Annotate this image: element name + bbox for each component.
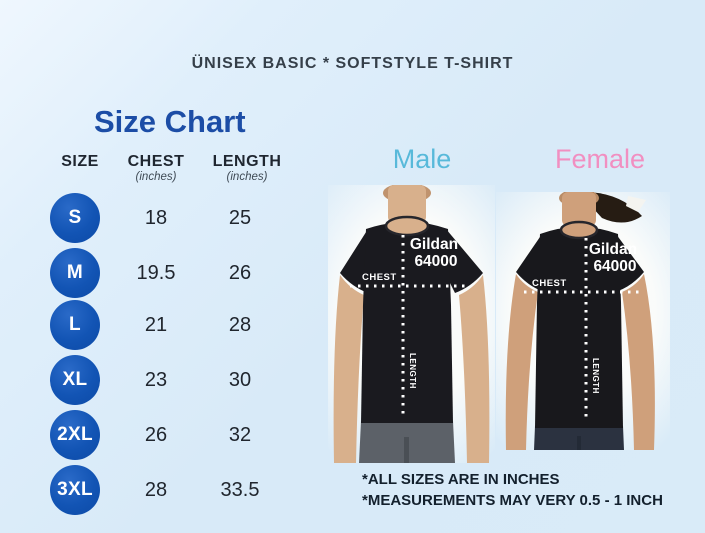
table-row-xl: XL 23 30	[0, 355, 300, 405]
female-left-arm	[505, 274, 538, 450]
chest-value: 19.5	[136, 262, 176, 284]
male-collar-rim	[384, 215, 430, 237]
size-badge: L	[50, 300, 100, 350]
female-model-figure: CHEST Gildan 64000 LENGTH	[505, 192, 655, 450]
size-badge: 2XL	[50, 410, 100, 460]
table-row-l: L 21 28	[0, 300, 300, 350]
column-header-chest-unit: (inches)	[135, 171, 177, 183]
size-badge: XL	[50, 355, 100, 405]
chest-value: 21	[144, 314, 168, 336]
female-collar-opening	[562, 222, 596, 238]
male-model-photo: CHEST Gildan 64000 LENGTH	[328, 185, 495, 463]
male-neck	[388, 185, 426, 223]
size-badge-label: M	[66, 262, 84, 283]
footnotes: *ALL SIZES ARE IN INCHES *MEASUREMENTS M…	[362, 469, 663, 511]
page-title: ÜNISEX BASIC * SOFTSTYLE T-SHIRT	[191, 55, 514, 72]
female-length-label: LENGTH	[591, 358, 600, 394]
table-row-s: S 18 25	[0, 193, 300, 243]
size-badge: M	[50, 248, 100, 298]
male-pants-seam	[404, 437, 409, 463]
male-collar-opening	[387, 217, 427, 235]
female-right-arm	[622, 274, 655, 450]
length-value: 25	[228, 207, 252, 229]
male-brand-line2: 64000	[414, 253, 457, 270]
size-badge-label: 3XL	[57, 479, 93, 500]
male-shirt-torso	[361, 222, 453, 423]
column-header-length: LENGTH	[212, 153, 282, 170]
size-badge-label: L	[69, 314, 81, 335]
table-row-2xl: 2XL 26 32	[0, 410, 300, 460]
female-shirt-torso	[535, 227, 623, 428]
length-value: 30	[228, 369, 252, 391]
column-header-chest: CHEST	[127, 153, 185, 170]
male-left-arm	[333, 275, 364, 463]
size-badge-label: S	[68, 207, 82, 228]
size-badge-label: 2XL	[57, 424, 93, 445]
male-model-figure: CHEST Gildan 64000 LENGTH	[333, 185, 490, 463]
length-value: 32	[228, 424, 252, 446]
length-value: 28	[228, 314, 252, 336]
male-label: Male	[392, 144, 452, 174]
size-badge: S	[50, 193, 100, 243]
length-value: 26	[228, 262, 252, 284]
female-neck	[562, 192, 596, 226]
column-header-size: SIZE	[61, 153, 99, 170]
male-brand-line1: Gildan	[410, 236, 458, 253]
chest-value: 28	[144, 479, 168, 501]
footnote-measurement-variance: *MEASUREMENTS MAY VERY 0.5 - 1 INCH	[362, 492, 663, 509]
chest-value: 23	[144, 369, 168, 391]
female-chest-label: CHEST	[532, 278, 567, 289]
female-brand-line2: 64000	[593, 258, 636, 275]
table-row-3xl: 3XL 28 33.5	[0, 465, 300, 515]
size-badge-label: XL	[62, 369, 88, 390]
chest-value: 18	[144, 207, 168, 229]
chest-value: 26	[144, 424, 168, 446]
table-row-m: M 19.5 26	[0, 248, 300, 298]
female-pants-seam	[577, 436, 581, 450]
length-value: 33.5	[220, 479, 260, 501]
size-chart-heading: Size Chart	[94, 104, 246, 139]
male-chest-label: CHEST	[362, 272, 397, 283]
male-right-arm	[459, 275, 490, 463]
female-collar-rim	[559, 220, 599, 240]
female-brand-line1: Gildan	[589, 241, 637, 258]
female-shoulder-tag	[626, 196, 646, 212]
column-header-length-unit: (inches)	[226, 171, 268, 183]
size-badge: 3XL	[50, 465, 100, 515]
male-length-label: LENGTH	[408, 353, 417, 389]
female-model-photo: CHEST Gildan 64000 LENGTH	[496, 192, 670, 450]
female-label: Female	[554, 144, 646, 174]
footnote-sizes-in-inches: *ALL SIZES ARE IN INCHES	[362, 471, 560, 488]
